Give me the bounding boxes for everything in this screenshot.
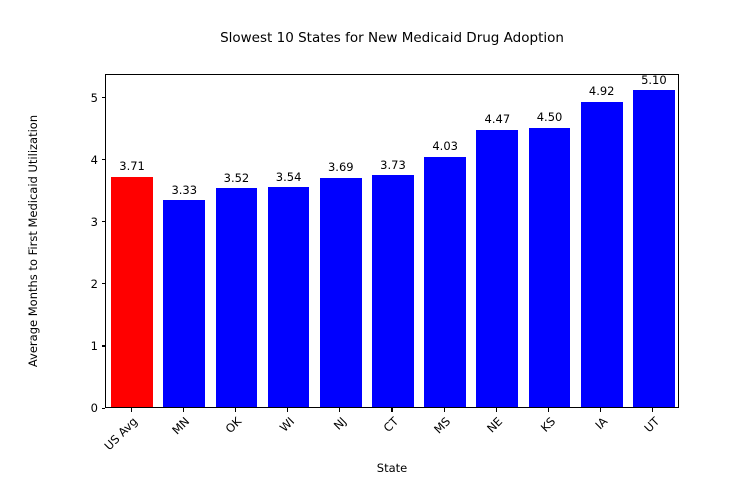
- x-tick-label-ia: IA: [592, 414, 610, 433]
- bar-value-label: 4.92: [588, 84, 615, 99]
- bar-rect: [267, 187, 310, 407]
- x-tick-label-ut: UT: [641, 414, 663, 436]
- x-tick-mark: [130, 408, 132, 412]
- bar-value-label: 3.73: [380, 157, 406, 172]
- x-tick-mark: [547, 408, 550, 412]
- y-tick-label: 5: [90, 90, 98, 105]
- y-tick-mark: [101, 97, 105, 99]
- x-tick-label-mn: MN: [169, 414, 193, 438]
- bar-value-label: 4.03: [432, 139, 458, 154]
- bar-rect: [424, 156, 467, 407]
- x-tick-mark: [652, 408, 654, 412]
- y-tick-label: 1: [90, 338, 98, 353]
- y-tick-label: 3: [90, 214, 98, 229]
- x-tick-mark: [495, 408, 497, 412]
- bar-value-label: 3.54: [275, 169, 302, 184]
- bar-value-label: 3.52: [223, 170, 250, 185]
- y-tick-mark: [101, 283, 105, 285]
- y-tick-mark: [101, 407, 105, 409]
- x-tick-label-nj: NJ: [330, 414, 350, 433]
- bar-rect: [580, 101, 623, 407]
- bar-rect: [372, 175, 414, 407]
- bar-ut[interactable]: 5.10: [633, 73, 675, 407]
- bar-ks[interactable]: 4.50: [528, 73, 571, 407]
- x-tick-label-ks: KS: [537, 414, 558, 435]
- bar-value-label: 4.50: [536, 110, 563, 125]
- chart-title: Slowest 10 States for New Medicaid Drug …: [220, 30, 564, 46]
- bar-ct[interactable]: 3.73: [372, 73, 414, 407]
- plot-area: 3.71 3.33 3.52 3.54 3.69 3.73 4.03 4.47 4.50 4.92…: [105, 74, 679, 408]
- y-tick-mark: [101, 221, 105, 223]
- y-tick-label: 0: [90, 401, 98, 415]
- bar-value-label: 3.69: [327, 160, 354, 175]
- bar-rect: [163, 200, 206, 407]
- bar-rect: [319, 177, 362, 407]
- bar-rect: [111, 176, 153, 407]
- bar-ms[interactable]: 4.03: [424, 73, 467, 407]
- y-tick-label: 4: [90, 152, 98, 167]
- x-tick-label-us-avg: US Avg: [101, 414, 141, 453]
- x-tick-mark: [600, 408, 602, 412]
- x-tick-mark: [339, 408, 341, 412]
- x-tick-mark: [182, 408, 184, 412]
- x-axis-ticks: US Avg MN OK WI NJ CT MS NE KS IA UT: [101, 408, 679, 468]
- bar-rect: [215, 188, 258, 407]
- y-tick-label: 2: [90, 276, 98, 291]
- bar-us-avg[interactable]: 3.71: [111, 73, 153, 407]
- bar-ok[interactable]: 3.52: [215, 73, 258, 407]
- bar-rect: [528, 127, 571, 407]
- bar-value-label: 4.47: [484, 112, 511, 126]
- x-tick-label-ms: MS: [431, 414, 454, 437]
- x-tick-mark: [391, 408, 393, 412]
- x-tick-mark: [287, 408, 289, 412]
- y-tick-mark: [101, 159, 105, 161]
- x-tick-mark: [234, 408, 236, 412]
- x-tick-mark: [443, 408, 445, 412]
- x-tick-label-ct: CT: [380, 414, 402, 435]
- x-tick-label-ok: OK: [223, 414, 245, 436]
- bar-ia[interactable]: 4.92: [580, 73, 623, 407]
- y-axis-ticks: 0 1 2 3 4 5: [0, 74, 105, 415]
- x-tick-label-ne: NE: [484, 414, 506, 436]
- x-tick-label-wi: WI: [276, 414, 297, 435]
- bar-wi[interactable]: 3.54: [267, 73, 310, 407]
- bar-ne[interactable]: 4.47: [476, 73, 519, 407]
- y-tick-mark: [101, 345, 105, 347]
- bar-rect: [633, 90, 675, 407]
- bar-value-label: 3.33: [171, 182, 198, 197]
- x-axis-label: State: [376, 461, 408, 475]
- bars-layer: 3.71 3.33 3.52 3.54 3.69 3.73 4.03 4.47 4.50 4.92…: [106, 73, 678, 407]
- bar-mn[interactable]: 3.33: [163, 73, 206, 407]
- bar-nj[interactable]: 3.69: [319, 73, 362, 407]
- bar-rect: [476, 129, 519, 407]
- bar-value-label: 3.71: [119, 159, 145, 174]
- bar-value-label: 5.10: [641, 72, 667, 87]
